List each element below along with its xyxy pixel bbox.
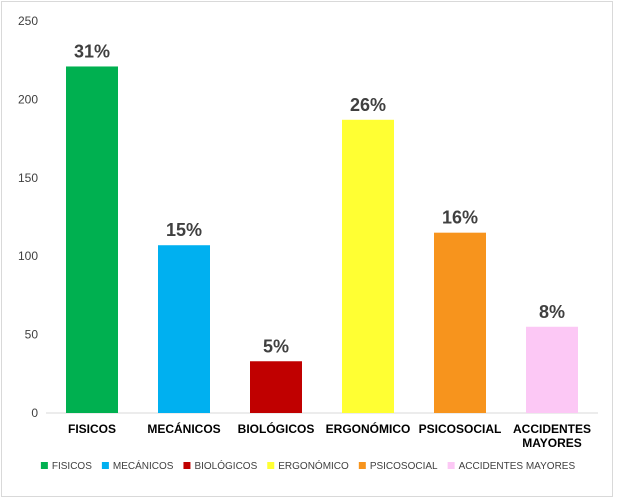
legend-label: PSICOSOCIAL (370, 461, 438, 472)
data-label: 15% (166, 220, 202, 240)
category-label: PSICOSOCIAL (419, 422, 502, 436)
legend-swatch (267, 462, 275, 469)
bar (526, 326, 578, 413)
legend-swatch (40, 462, 48, 469)
data-label: 26% (350, 95, 386, 115)
category-label: FISICOS (68, 422, 116, 436)
category-label: ERGONÓMICO (326, 421, 411, 436)
data-label: 16% (442, 208, 478, 228)
y-tick-label: 200 (18, 92, 38, 106)
legend-swatch (101, 462, 109, 469)
bar (66, 66, 118, 414)
legend-swatch (358, 462, 366, 469)
chart-frame: 0 50 100 150 200 250 31% FISICOS 15% MECÁNICOS 5% B… (1, 1, 613, 497)
legend-label: BIOLÓGICOS (194, 459, 257, 472)
data-label: 31% (74, 41, 110, 61)
bar (250, 361, 302, 413)
legend-swatch (183, 462, 191, 469)
bar (434, 232, 486, 413)
y-tick-label: 0 (31, 406, 38, 420)
category-label: BIOLÓGICOS (238, 421, 315, 436)
bar-chart: 0 50 100 150 200 250 31% FISICOS 15% MECÁNICOS 5% B… (18, 14, 598, 472)
category-label: ACCIDENTES (513, 422, 591, 436)
bar (158, 245, 210, 413)
data-label: 5% (263, 336, 289, 356)
legend-label: ACCIDENTES MAYORES (459, 461, 576, 472)
legend-label: MECÁNICOS (113, 459, 174, 472)
y-tick-label: 100 (18, 249, 38, 263)
legend-label: FISICOS (52, 461, 92, 472)
legend-label: ERGONÓMICO (278, 459, 349, 472)
y-tick-label: 50 (25, 328, 39, 342)
data-label: 8% (539, 302, 565, 322)
y-tick-label: 150 (18, 171, 38, 185)
legend-swatch (447, 462, 455, 469)
bar (342, 119, 394, 413)
category-label: MECÁNICOS (147, 421, 220, 436)
y-tick-label: 250 (18, 14, 38, 28)
category-label: MAYORES (522, 436, 582, 450)
